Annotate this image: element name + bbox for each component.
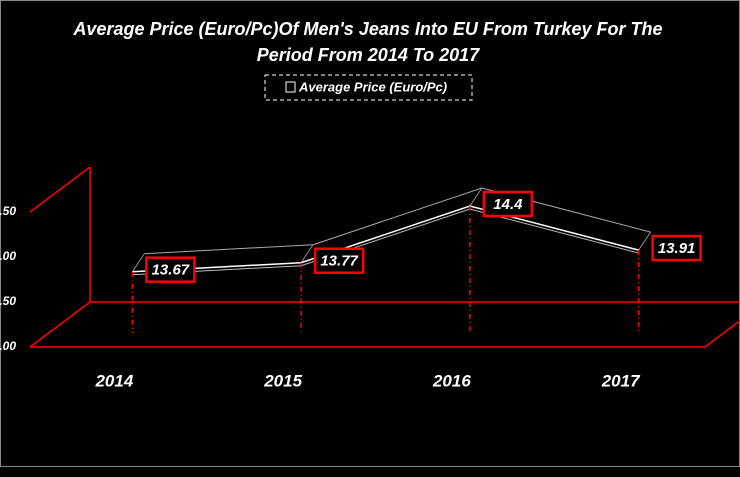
data-label: 13.91 bbox=[658, 240, 696, 257]
ribbon-side bbox=[300, 244, 314, 263]
ribbon-side bbox=[638, 231, 651, 251]
data-label-box bbox=[482, 190, 534, 218]
ribbon-side bbox=[469, 187, 483, 207]
x-tick-label: 2014 bbox=[94, 371, 133, 390]
legend-box bbox=[264, 74, 473, 101]
data-label-box bbox=[651, 234, 702, 262]
ribbon-side bbox=[132, 253, 145, 272]
data-label-box bbox=[145, 256, 196, 283]
ribbon-back bbox=[144, 187, 651, 255]
y-tick-label: 13.50 bbox=[0, 294, 16, 308]
ribbon-shadow bbox=[132, 208, 639, 276]
chart-subtitle: Period From 2014 To 2017 bbox=[257, 45, 480, 65]
legend-marker bbox=[285, 81, 296, 93]
y-tick-label: 14.50 bbox=[0, 204, 16, 218]
y-tick-label: 14.00 bbox=[0, 249, 16, 263]
data-label: 13.77 bbox=[320, 253, 358, 270]
data-label: 13.67 bbox=[152, 262, 190, 279]
legend-label: Average Price (Euro/Pc) bbox=[298, 79, 447, 94]
x-tick-label: 2016 bbox=[432, 371, 471, 390]
series-line bbox=[132, 205, 639, 273]
floor-right bbox=[704, 319, 740, 348]
chart-title: Average Price (Euro/Pc)Of Men's Jeans In… bbox=[72, 19, 662, 39]
data-label: 14.4 bbox=[493, 196, 523, 213]
data-label-box bbox=[313, 247, 365, 274]
wall-top bbox=[29, 166, 91, 213]
x-tick-label: 2017 bbox=[601, 371, 641, 390]
x-tick-label: 2015 bbox=[263, 371, 302, 390]
floor-left bbox=[29, 301, 91, 348]
y-tick-label: 13.00 bbox=[0, 339, 16, 353]
